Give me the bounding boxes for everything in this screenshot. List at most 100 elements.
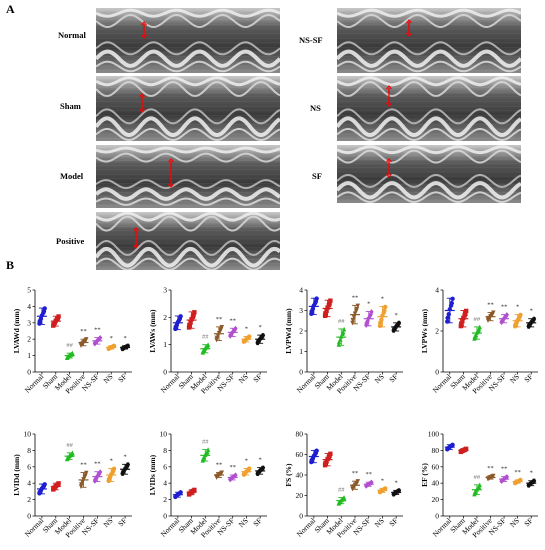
significance-mark: *	[245, 457, 248, 464]
significance-mark: **	[501, 466, 508, 473]
y-axis-label: FS (%)	[284, 463, 293, 487]
significance-mark: *	[395, 479, 398, 486]
echo-image-sham	[96, 76, 280, 141]
echo-image-ns	[337, 76, 521, 141]
y-tick-label: 100	[428, 430, 440, 439]
x-tick-label: NS	[373, 516, 386, 529]
x-tick-label: SF	[251, 516, 263, 528]
data-point	[54, 316, 60, 322]
data-point	[364, 320, 369, 326]
x-tick-label: NS	[237, 516, 250, 529]
significance-mark: *	[110, 457, 113, 464]
x-tick-label: SF	[251, 372, 263, 384]
x-tick-label: NS	[101, 516, 114, 529]
y-tick-label: 0	[435, 368, 439, 377]
echo-label-positive: Positive	[56, 236, 85, 246]
significance-mark: *	[530, 470, 533, 477]
echo-label-normal: Normal	[58, 30, 86, 40]
x-tick-label: SF	[116, 516, 128, 528]
data-point	[460, 318, 465, 324]
data-point	[323, 311, 328, 316]
data-point	[486, 316, 491, 322]
data-point	[214, 335, 219, 341]
x-tick-label: NS	[237, 372, 250, 385]
data-point	[350, 320, 355, 326]
x-tick-label: SF	[522, 516, 534, 528]
echo-image-normal	[96, 8, 280, 73]
data-point	[37, 318, 42, 324]
data-point	[51, 321, 56, 327]
data-point	[322, 313, 328, 319]
data-point	[219, 325, 224, 330]
significance-mark: **	[229, 317, 236, 324]
significance-mark: **	[216, 316, 223, 323]
data-point	[214, 337, 219, 343]
significance-mark: *	[381, 295, 384, 302]
y-tick-label: 80	[296, 430, 304, 439]
data-point	[324, 308, 329, 314]
y-tick-label: 4	[27, 479, 31, 488]
y-tick-label: 6	[27, 462, 31, 471]
y-tick-label: 3	[27, 318, 31, 327]
x-tick-label: SF	[387, 372, 399, 384]
data-point	[472, 334, 477, 339]
y-tick-label: 2	[27, 495, 31, 504]
significance-mark: *	[259, 457, 262, 464]
data-point	[79, 342, 84, 348]
data-point	[326, 302, 332, 308]
data-point	[323, 461, 328, 466]
y-tick-label: 2	[299, 327, 303, 336]
y-axis-label: LVIDs (mm)	[148, 454, 157, 495]
data-point	[255, 339, 261, 344]
y-tick-label: 60	[432, 462, 440, 471]
data-point	[37, 489, 42, 495]
significance-mark: *	[381, 477, 384, 484]
data-point	[378, 320, 383, 325]
significance-mark: ##	[338, 487, 345, 494]
significance-mark: *	[395, 312, 398, 319]
significance-mark: *	[245, 325, 248, 332]
data-point	[355, 303, 360, 309]
data-point	[462, 313, 467, 318]
y-tick-label: 4	[27, 302, 31, 311]
data-point	[186, 325, 192, 330]
y-axis-label: LVIDd (mm)	[12, 454, 21, 496]
data-point	[84, 470, 89, 476]
echo-image-positive	[96, 212, 280, 270]
data-point	[188, 320, 193, 325]
x-tick-label: SF	[387, 516, 399, 528]
panel-letter-a: A	[6, 2, 15, 16]
y-tick-label: 1	[299, 347, 303, 356]
data-point	[54, 482, 60, 488]
significance-mark: ##	[202, 439, 209, 446]
significance-mark: *	[530, 308, 533, 315]
data-point	[79, 482, 84, 487]
echo-image-ns-sf	[337, 8, 521, 73]
y-tick-label: 3	[163, 286, 167, 295]
x-tick-label: SF	[116, 372, 128, 384]
x-tick-label: SF	[522, 372, 534, 384]
significance-mark: *	[259, 324, 262, 331]
x-tick-label: NS	[373, 372, 386, 385]
y-tick-label: 10	[24, 430, 32, 439]
y-axis-label: LVAWd (mm)	[12, 308, 21, 353]
y-tick-label: 2	[163, 495, 167, 504]
y-tick-label: 20	[296, 491, 304, 500]
y-tick-label: 60	[296, 450, 304, 459]
y-tick-label: 8	[27, 446, 31, 455]
data-point	[309, 458, 314, 463]
data-point	[458, 449, 464, 454]
significance-mark: *	[123, 453, 126, 460]
data-point	[200, 456, 206, 461]
echo-label-ns-sf: NS-SF	[299, 35, 323, 45]
y-tick-label: 0	[163, 368, 167, 377]
x-tick-label: NS	[508, 516, 521, 529]
data-point	[391, 327, 397, 332]
significance-mark: **	[352, 294, 359, 301]
significance-mark: ##	[338, 318, 345, 325]
significance-mark: *	[123, 335, 126, 342]
